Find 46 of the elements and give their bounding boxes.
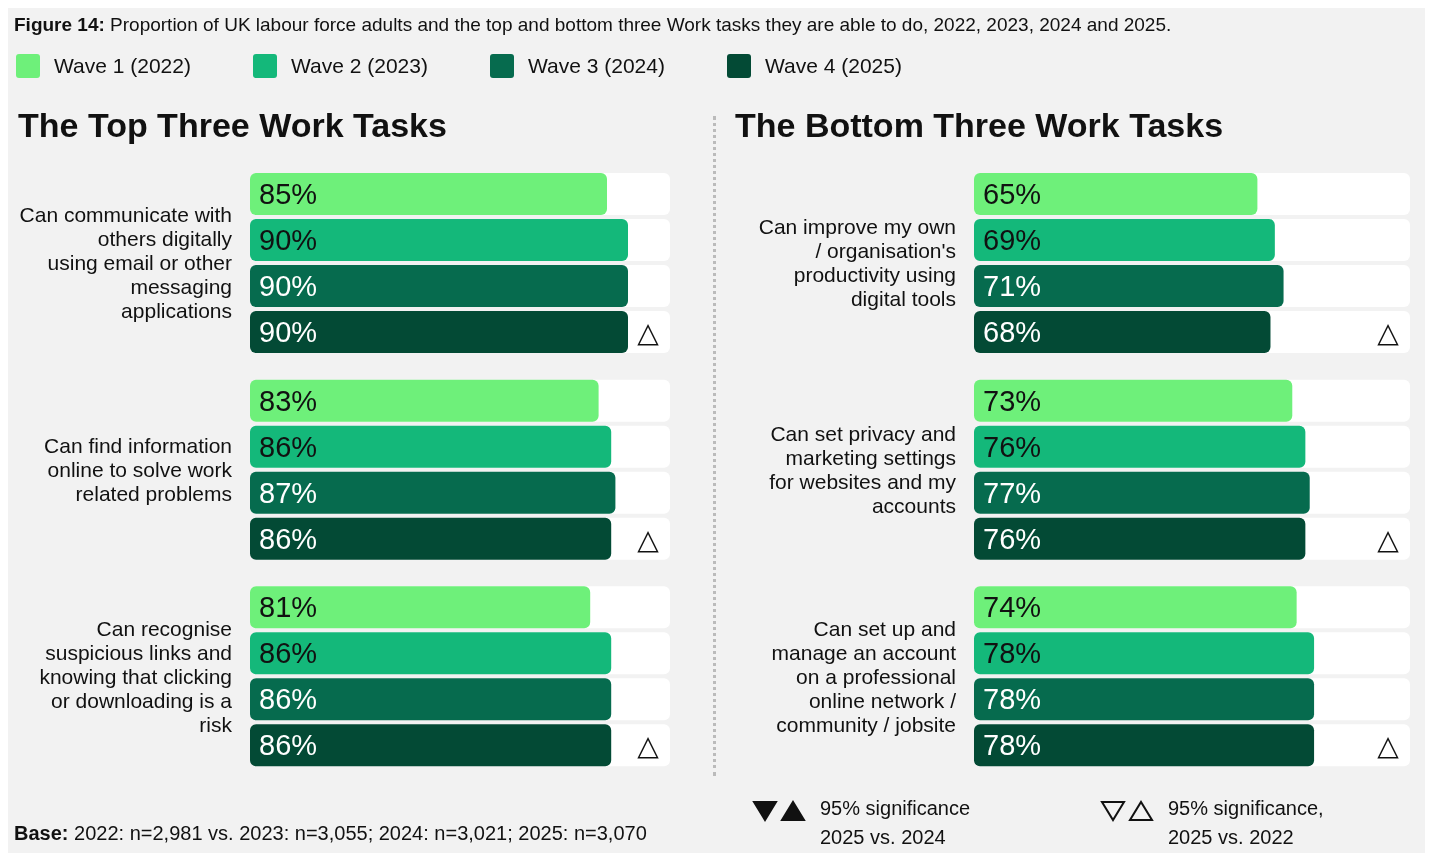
data-label: 76% (983, 522, 1042, 555)
data-label: 90% (259, 224, 318, 256)
data-label: 87% (259, 476, 318, 509)
data-label: 90% (259, 316, 318, 348)
data-label: 86% (259, 729, 318, 762)
legend-label: Wave 4 (2025) (765, 54, 902, 78)
data-label: 90% (259, 270, 318, 302)
data-label: 85% (259, 178, 318, 210)
text: 95% significance, 2025 vs. 2022 (1168, 796, 1325, 850)
data-label: 68% (983, 316, 1042, 348)
legend-label: Wave 1 (2022) (54, 54, 191, 78)
y-tick-label: Can communicate with others digitally using email or other messaging applications (19, 203, 233, 323)
chart-title: The Top Three Work Tasks (18, 106, 447, 145)
y-tick-label: Can improve my own / organisation's productivity using digital tools (758, 215, 956, 311)
data-label: 65% (983, 178, 1042, 210)
data-label: 76% (983, 430, 1042, 463)
data-label: 74% (983, 591, 1042, 624)
data-label: 71% (983, 270, 1042, 302)
data-label: 86% (259, 637, 318, 670)
legend-label: Wave 2 (2023) (291, 54, 428, 78)
annotation: △ (637, 522, 660, 556)
text: 95% significance 2025 vs. 2024 (820, 796, 972, 850)
legend-label: Wave 3 (2024) (528, 54, 665, 78)
annotation: △ (637, 316, 660, 349)
data-label: 78% (983, 637, 1042, 670)
data-label: 78% (983, 683, 1042, 716)
y-tick-label: Can set privacy and marketing settings for websites and my accounts (769, 422, 957, 517)
annotation: △ (1377, 729, 1400, 763)
data-label: 83% (259, 384, 318, 417)
data-label: 86% (259, 430, 318, 463)
annotation: △ (1377, 522, 1400, 556)
caption: Figure 14: Proportion of UK labour force adults and the top and bottom three Work tasks they are able to do, 2022, 2023, 2024 and 2025. (14, 14, 1172, 36)
data-label: 86% (259, 522, 318, 555)
y-tick-label: Can set up and manage an account on a professional online network / community / jobsite (771, 616, 957, 736)
y-tick-label: Can recognise suspicious links and knowing that clicking or downloading is a risk (39, 616, 233, 736)
data-label: 81% (259, 591, 318, 624)
data-label: 73% (983, 384, 1042, 417)
annotation: △ (1377, 316, 1400, 349)
text: Base: 2022: n=2,981 vs. 2023: n=3,055; 2024: n=3,021; 2025: n=3,070 (14, 822, 647, 845)
data-label: 86% (259, 683, 318, 716)
y-tick-label: Can find information online to solve work related problems (44, 434, 233, 505)
annotation: △ (637, 729, 660, 763)
data-label: 77% (983, 476, 1042, 509)
data-label: 69% (983, 224, 1042, 256)
chart-title: The Bottom Three Work Tasks (735, 106, 1224, 145)
data-label: 78% (983, 729, 1042, 762)
